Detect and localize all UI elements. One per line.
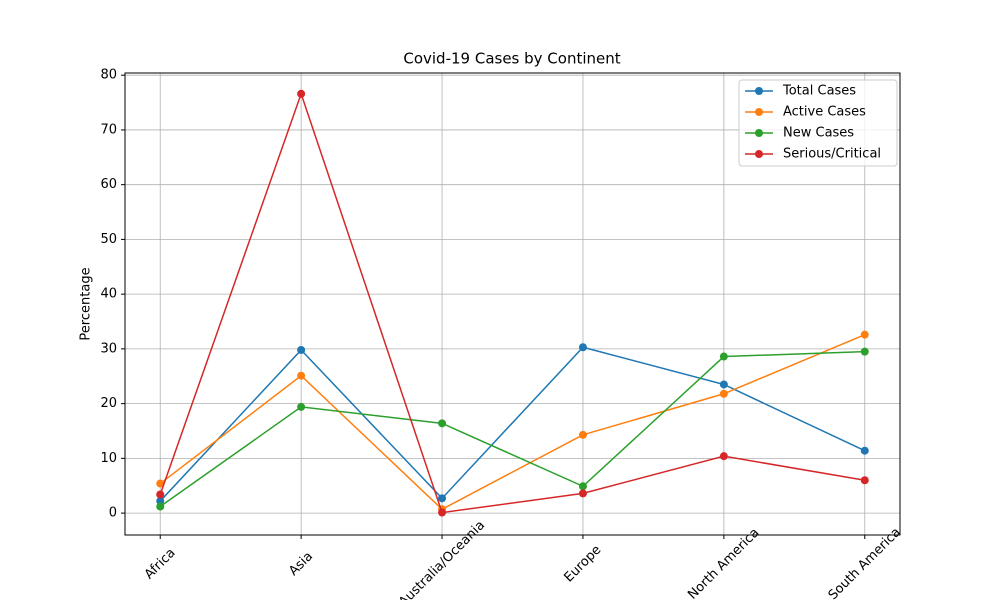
series-line xyxy=(159,91,865,514)
grid-layer xyxy=(125,73,900,535)
y-tick-label: 40 xyxy=(100,287,117,302)
data-point xyxy=(860,446,869,455)
plot-frame xyxy=(124,72,901,536)
series-line xyxy=(159,350,865,508)
data-point xyxy=(719,380,728,389)
y-tick-label: 30 xyxy=(100,341,117,356)
y-axis-label: Percentage xyxy=(79,267,94,340)
data-point xyxy=(297,402,306,411)
data-point xyxy=(297,371,306,380)
legend-label: Serious/Critical xyxy=(783,147,881,162)
legend-label: New Cases xyxy=(783,126,854,141)
legend-marker xyxy=(755,150,763,158)
chart-title: Covid-19 Cases by Continent xyxy=(403,50,620,68)
data-point xyxy=(578,430,587,439)
data-point xyxy=(860,347,869,356)
data-point xyxy=(297,89,306,98)
legend-marker xyxy=(755,129,763,137)
y-tick-label: 70 xyxy=(100,122,117,137)
data-point xyxy=(719,352,728,361)
legend-box xyxy=(738,79,898,167)
data-point xyxy=(438,419,447,428)
data-point xyxy=(156,479,165,488)
data-point xyxy=(719,452,728,461)
series-line xyxy=(159,346,866,502)
y-tick-label: 20 xyxy=(100,396,117,411)
data-point xyxy=(578,489,587,498)
legend-marker xyxy=(755,87,763,95)
data-point xyxy=(297,345,306,354)
data-point xyxy=(438,508,447,517)
data-point xyxy=(860,330,869,339)
y-tick-label: 80 xyxy=(100,68,117,83)
y-tick-label: 50 xyxy=(100,232,117,247)
data-point xyxy=(156,502,165,511)
legend-label: Total Cases xyxy=(782,84,856,99)
y-tick-label: 0 xyxy=(109,506,117,521)
legend-label: Active Cases xyxy=(783,105,866,120)
y-tick-label: 60 xyxy=(100,177,117,192)
data-point xyxy=(156,490,165,499)
data-point xyxy=(578,482,587,491)
data-point xyxy=(438,494,447,503)
data-point xyxy=(578,343,587,352)
y-tick-label: 10 xyxy=(100,451,117,466)
data-point xyxy=(156,497,165,506)
series-line xyxy=(159,333,866,511)
data-point xyxy=(860,476,869,485)
data-point xyxy=(719,389,728,398)
legend-marker xyxy=(755,108,763,116)
